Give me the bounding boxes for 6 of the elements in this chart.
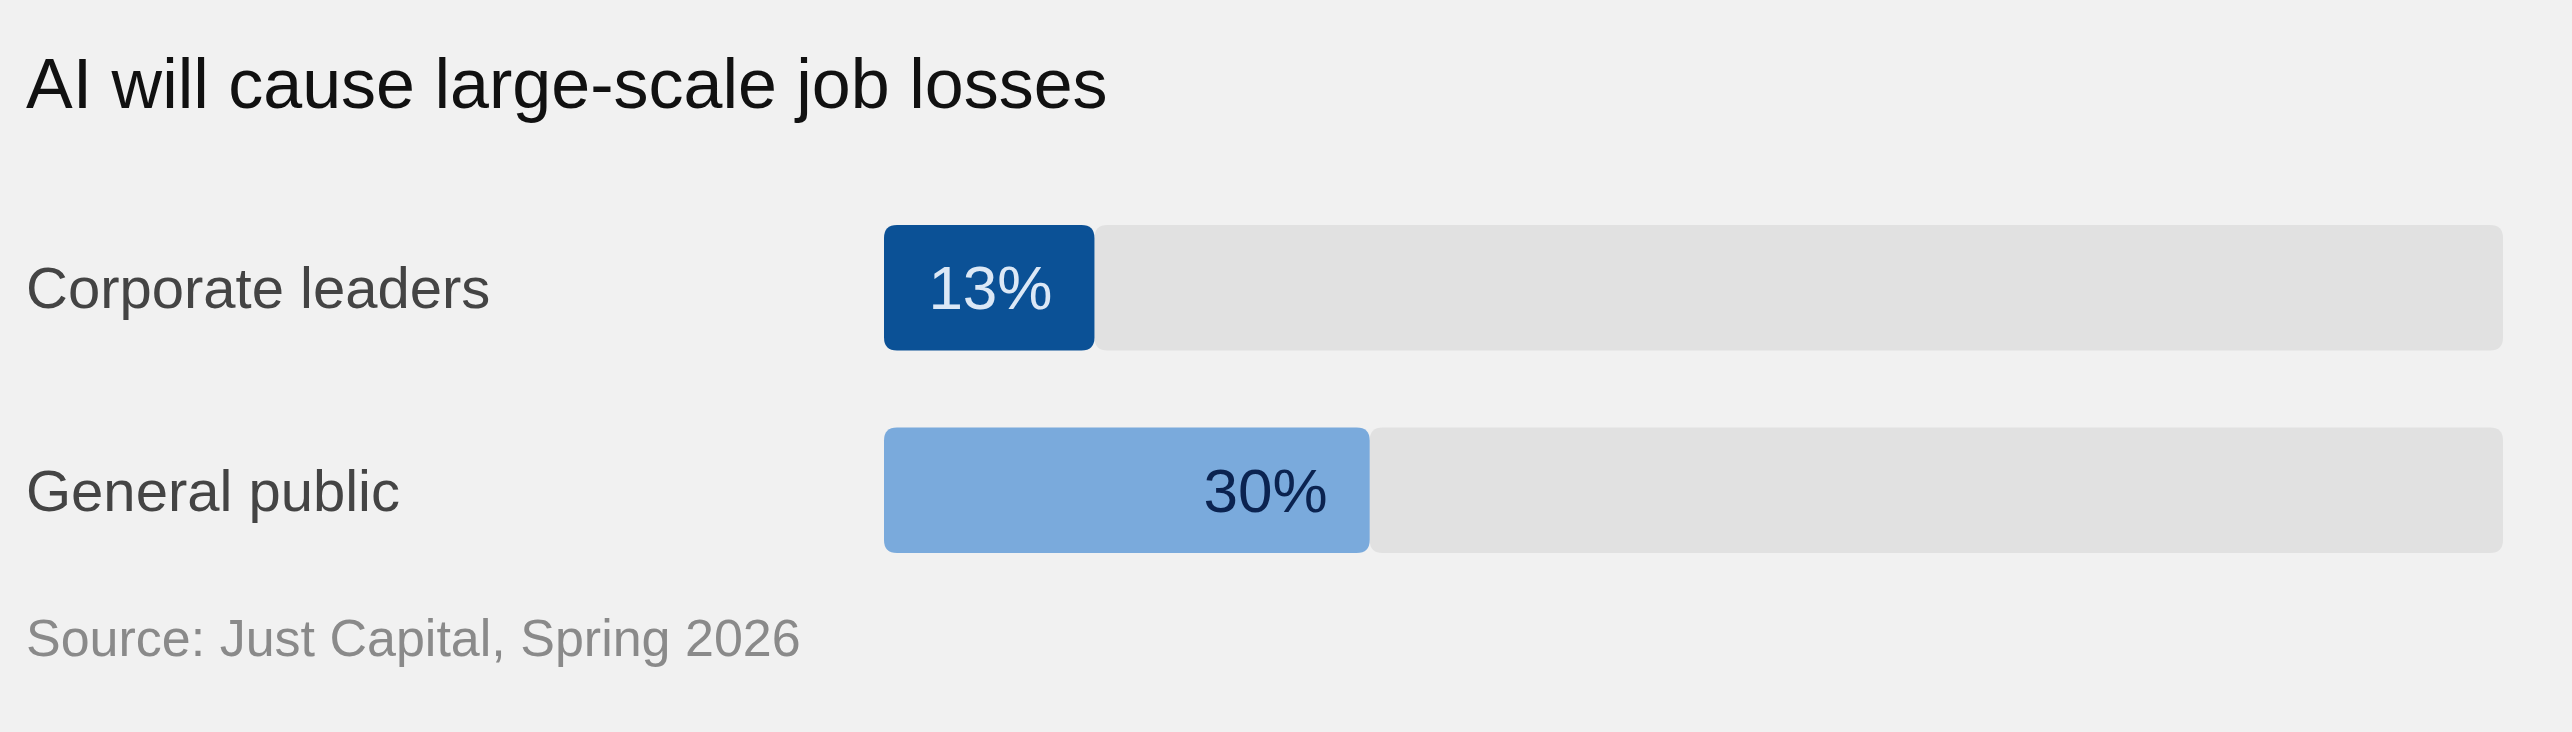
- y-tick-label: General public: [26, 457, 400, 523]
- data-label: 13%: [928, 253, 1053, 323]
- y-tick-label: Corporate leaders: [26, 255, 491, 321]
- data-label: 30%: [1203, 455, 1328, 525]
- chart-title: AI will cause large-scale job losses: [26, 45, 1108, 123]
- source-note: Source: Just Capital, Spring 2026: [26, 609, 801, 667]
